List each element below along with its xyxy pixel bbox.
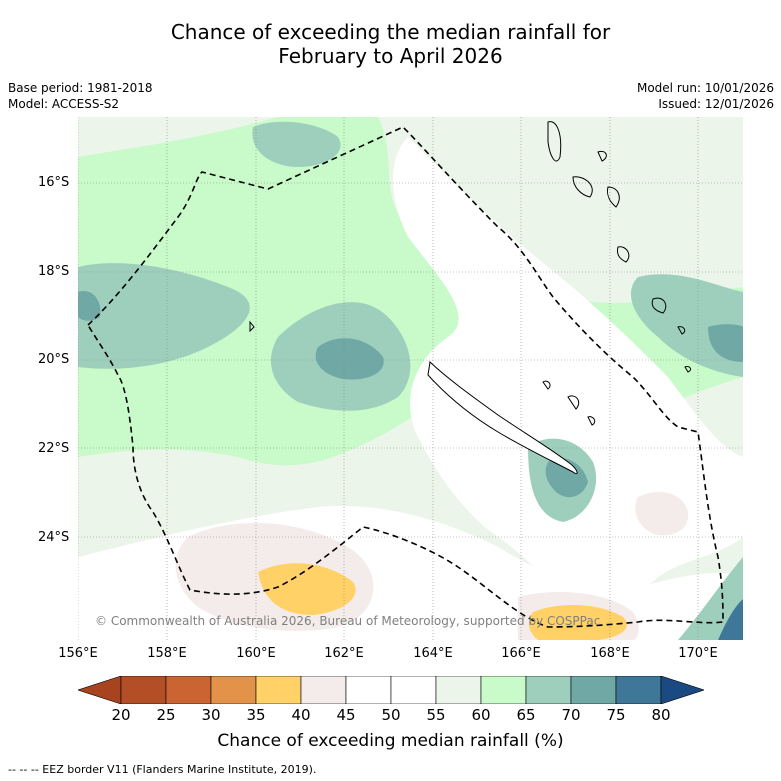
colorbar-segment xyxy=(435,676,482,704)
contour-70-75-caledonia xyxy=(545,458,588,498)
vanuatu-islands xyxy=(547,121,630,263)
colorbar-segment xyxy=(525,676,572,704)
lon-label: 166°E xyxy=(501,646,541,661)
contour-45-55-east xyxy=(393,137,743,601)
colorbar-tick: 40 xyxy=(291,706,311,724)
contour-65-70-east xyxy=(630,274,743,377)
lon-label: 156°E xyxy=(58,646,98,661)
new-caledonia-island xyxy=(427,360,578,475)
colorbar-segment xyxy=(345,676,392,704)
lat-label: 24°S xyxy=(38,530,70,545)
contour-70-75-west xyxy=(78,291,101,321)
colorbar-tick: 20 xyxy=(111,706,131,724)
title-line-1: Chance of exceeding the median rainfall … xyxy=(170,20,611,44)
colorbar-segment xyxy=(480,676,527,704)
contour-40-45-east xyxy=(635,492,689,536)
lat-label: 18°S xyxy=(38,264,70,279)
colorbar-tick: 75 xyxy=(606,706,626,724)
colorbar-tick: 80 xyxy=(651,706,671,724)
colorbar-tick: 35 xyxy=(246,706,266,724)
contour-35-40-south xyxy=(258,563,356,615)
colorbar-tick: 50 xyxy=(381,706,401,724)
title-line-2: February to April 2026 xyxy=(278,44,503,68)
eez-border xyxy=(87,126,724,628)
lon-label: 158°E xyxy=(147,646,187,661)
contour-75-80-southeast xyxy=(718,599,743,640)
lat-label: 20°S xyxy=(38,352,70,367)
colorbar-under-arrow xyxy=(78,676,122,704)
colorbar-tick: 55 xyxy=(426,706,446,724)
contour-70-75-central xyxy=(315,338,384,380)
colorbar-segment xyxy=(615,676,662,704)
colorbar-tick: 70 xyxy=(561,706,581,724)
colorbar-tick: 30 xyxy=(201,706,221,724)
lat-label: 16°S xyxy=(38,175,70,190)
colorbar-tick: 60 xyxy=(471,706,491,724)
colorbar-segment xyxy=(165,676,212,704)
eez-legend: -- -- -- EEZ border V11 (Flanders Marine… xyxy=(8,763,317,776)
eastern-islands xyxy=(249,297,692,373)
lon-label: 170°E xyxy=(678,646,718,661)
graticule xyxy=(78,117,743,640)
colorbar-segment xyxy=(300,676,347,704)
contour-70-75-east xyxy=(708,324,743,362)
base-period: Base period: 1981-2018 xyxy=(8,81,153,95)
rainfall-map xyxy=(78,117,743,640)
issued-date: Issued: 12/01/2026 xyxy=(658,97,774,111)
colorbar-segment xyxy=(390,676,437,704)
loyalty-islands xyxy=(542,380,596,426)
copyright-notice: © Commonwealth of Australia 2026, Bureau… xyxy=(95,614,601,628)
contour-65-70-west xyxy=(78,263,250,369)
contour-65-70-southeast xyxy=(678,557,743,640)
model-name: Model: ACCESS-S2 xyxy=(8,97,120,111)
colorbar-segment xyxy=(570,676,617,704)
lon-label: 168°E xyxy=(590,646,630,661)
lon-label: 164°E xyxy=(413,646,453,661)
contour-35-40-southeast xyxy=(528,605,627,640)
lon-label: 160°E xyxy=(236,646,276,661)
colorbar-tick: 25 xyxy=(156,706,176,724)
lat-label: 22°S xyxy=(38,441,70,456)
colorbar-segment xyxy=(120,676,167,704)
colorbar-title: Chance of exceeding median rainfall (%) xyxy=(217,731,564,751)
colorbar-segment xyxy=(210,676,257,704)
colorbar-tick: 65 xyxy=(516,706,536,724)
colorbar-tick: 45 xyxy=(336,706,356,724)
colorbar-segment xyxy=(255,676,302,704)
contour-65-70-north xyxy=(252,121,341,167)
lon-label: 162°E xyxy=(324,646,364,661)
colorbar xyxy=(78,676,704,704)
model-run: Model run: 10/01/2026 xyxy=(636,81,774,95)
colorbar-over-arrow xyxy=(660,676,704,704)
